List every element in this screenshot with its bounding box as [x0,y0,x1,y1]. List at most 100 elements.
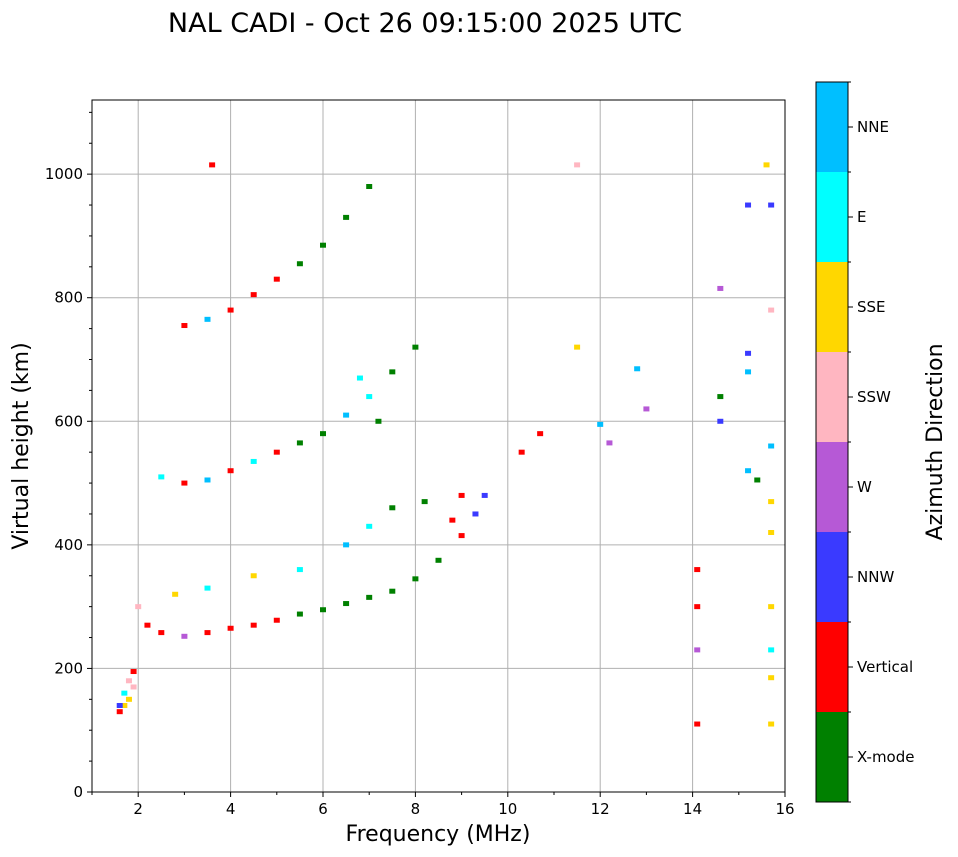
colorbar-label-nnw: NNW [857,568,894,586]
series-4 [518,162,775,727]
echo-point-3-1 [204,316,211,322]
echo-point-1-21 [296,567,303,573]
echo-point-4-11 [694,721,701,727]
y-tick-label-1000: 1000 [45,165,83,183]
echo-point-0-0 [116,709,123,715]
echo-point-2-9 [366,394,373,400]
echo-point-1-14 [435,557,442,563]
x-tick-label-16: 16 [775,800,794,818]
echo-point-1-0 [135,604,142,610]
echo-point-1-22 [343,542,350,548]
echo-point-2-6 [296,440,303,446]
echo-point-4-14 [717,418,724,424]
colorbar-frame [815,81,849,803]
echo-point-4-19 [754,477,761,483]
echo-point-2-10 [389,369,396,375]
colorbar-swatch-e [816,172,848,262]
echo-point-1-6 [250,622,257,628]
x-axis-ticks: 2 4 6 8 10 12 14 16 [91,792,795,818]
y-axis-label: Virtual height (km) [9,342,34,549]
echo-point-4-18 [745,468,752,474]
echo-point-1-11 [366,594,373,600]
echo-point-4-27 [768,647,775,653]
echo-point-4-6 [634,366,641,372]
echo-point-4-8 [694,567,701,573]
echo-point-4-12 [717,285,724,291]
echo-point-2-0 [158,474,165,480]
y-tick-label-200: 200 [54,659,83,677]
grid-lines [92,100,785,792]
echo-point-2-13 [375,418,382,424]
echo-point-2-4 [250,458,257,464]
echo-point-0-1 [121,703,128,708]
echo-point-2-1 [181,480,188,486]
series-2 [158,344,419,486]
echo-point-2-12 [356,375,363,381]
echo-point-4-4 [597,421,604,427]
echo-point-1-15 [458,533,465,539]
echo-point-4-20 [763,162,770,168]
echo-point-3-0 [181,323,188,329]
y-tick-label-800: 800 [54,289,83,307]
echo-point-0-5 [125,678,132,684]
echo-point-2-11 [412,344,419,350]
echo-point-1-10 [343,601,350,607]
echo-point-4-9 [694,604,701,610]
echo-point-1-20 [250,573,257,579]
x-tick-label-14: 14 [683,800,702,818]
y-tick-label-600: 600 [54,412,83,430]
echo-point-4-28 [768,675,775,681]
echo-point-1-3 [181,633,188,639]
colorbar-swatch-x-mode [816,712,848,802]
echo-point-3-5 [296,261,303,267]
echo-point-4-3 [574,344,581,350]
colorbar-swatch-sse [816,262,848,352]
echo-point-3-2 [227,307,234,313]
echo-point-1-4 [204,630,211,636]
echo-point-1-23 [366,523,373,529]
colorbar-label-nne: NNE [857,118,889,136]
plot-frame [91,99,786,793]
echo-point-1-24 [389,505,396,511]
echo-point-0-7 [130,669,137,675]
colorbar-title: Azimuth Direction [923,343,948,540]
echo-point-1-17 [481,492,488,498]
echo-point-1-26 [449,517,456,523]
colorbar-label-w: W [857,478,872,496]
echo-point-3-8 [366,184,373,189]
echo-point-2-8 [343,412,350,418]
echo-point-1-1 [144,622,151,628]
echo-point-0-2 [125,696,132,702]
x-tick-label-12: 12 [591,800,610,818]
echo-point-2-7 [320,431,326,437]
echo-point-0-3 [130,684,137,690]
echo-point-4-24 [768,499,775,505]
series-0 [116,669,137,715]
echo-point-1-8 [296,611,303,617]
echo-point-4-15 [745,202,752,208]
x-tick-label-8: 8 [411,800,421,818]
echo-point-1-13 [412,576,419,582]
echo-point-4-2 [574,162,581,168]
echo-point-4-10 [694,647,701,653]
x-axis-label: Frequency (MHz) [346,822,531,847]
echo-point-4-17 [745,369,752,375]
echo-point-3-3 [250,292,257,298]
x-tick-label-2: 2 [133,800,143,818]
colorbar-swatch-ssw [816,352,848,442]
echo-point-3-9 [209,162,216,168]
echo-point-4-13 [717,394,724,400]
colorbar-label-ssw: SSW [857,388,891,406]
echo-point-1-19 [204,585,211,591]
echo-point-4-22 [768,307,775,313]
echo-point-3-6 [320,242,326,248]
echo-point-2-2 [204,477,211,483]
echo-point-2-5 [273,449,280,455]
echo-point-1-25 [421,499,428,505]
echo-point-1-12 [389,588,396,594]
colorbar-label-x-mode: X-mode [857,748,914,766]
echo-point-4-26 [768,604,775,610]
echo-point-3-4 [273,276,280,282]
x-tick-label-4: 4 [226,800,236,818]
